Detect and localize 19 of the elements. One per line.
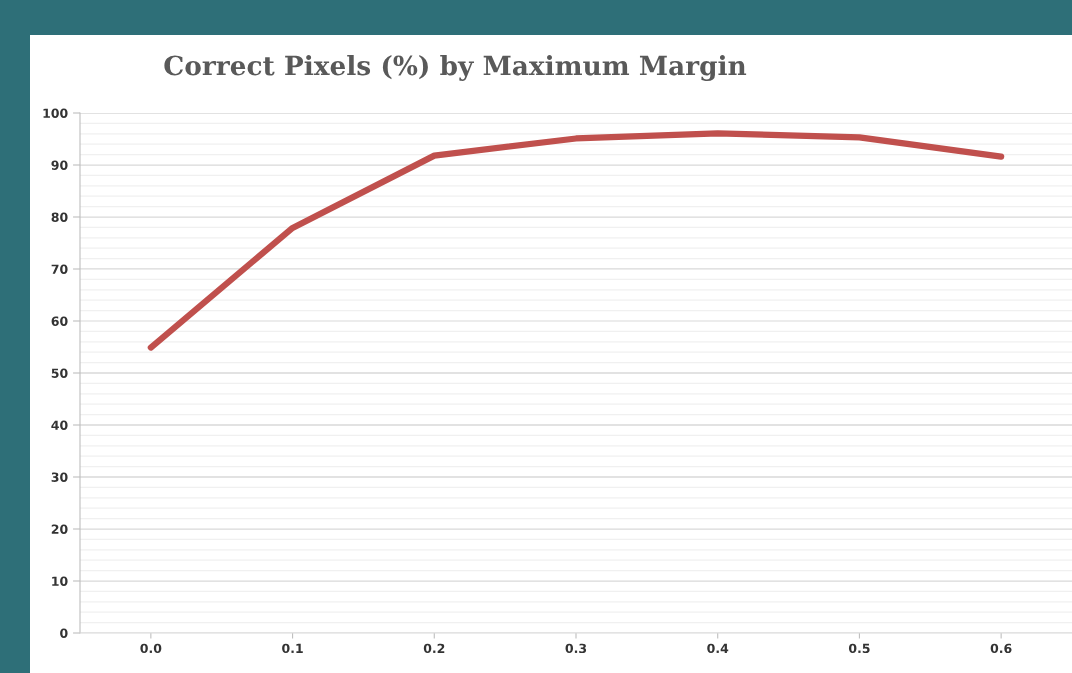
x-tick-label: 0.5	[848, 643, 870, 654]
y-tick-label: 30	[51, 472, 68, 482]
y-tick-label: 60	[51, 316, 68, 326]
y-tick-label: 50	[51, 368, 68, 378]
x-tick-label: 0.6	[990, 643, 1012, 654]
y-tick-label: 100	[43, 108, 68, 118]
y-tick-label: 70	[51, 264, 68, 274]
y-tick-label: 0	[60, 628, 68, 638]
x-tick-label: 0.0	[140, 643, 162, 654]
y-tick-label: 80	[51, 212, 68, 222]
y-tick-label: 90	[51, 160, 68, 170]
chart-title: Correct Pixels (%) by Maximum Margin	[164, 55, 747, 81]
x-tick-label: 0.1	[282, 643, 303, 654]
y-tick-label: 10	[52, 576, 68, 586]
x-tick-label: 0.2	[423, 643, 445, 654]
x-tick-label: 0.4	[707, 643, 729, 654]
x-tick-label: 0.3	[565, 643, 587, 654]
y-tick-label: 20	[51, 524, 68, 534]
y-tick-label: 40	[51, 420, 68, 430]
